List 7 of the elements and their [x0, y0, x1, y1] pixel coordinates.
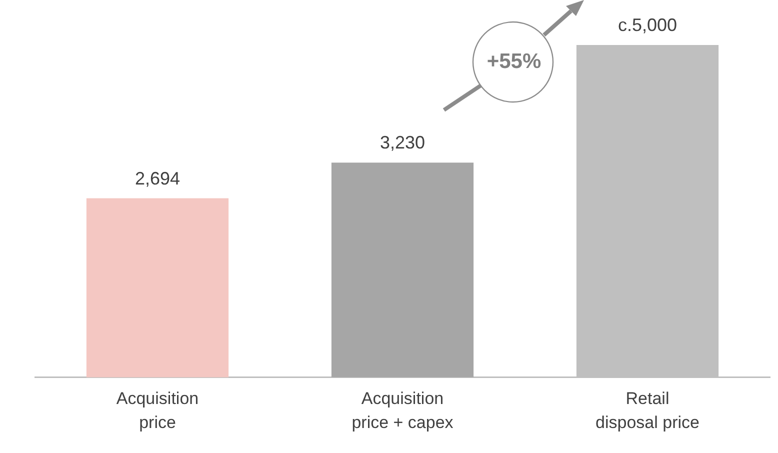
x-tick-label: Retail disposal price	[596, 388, 700, 432]
data-label: 3,230	[380, 132, 426, 153]
annotation: +55%	[486, 49, 542, 75]
data-label: 2,694	[134, 168, 180, 188]
x-tick-label: Acquisition price	[116, 388, 199, 432]
x-tick-label: Acquisition price + capex	[352, 388, 454, 432]
data-label: c.5,000	[618, 14, 678, 35]
